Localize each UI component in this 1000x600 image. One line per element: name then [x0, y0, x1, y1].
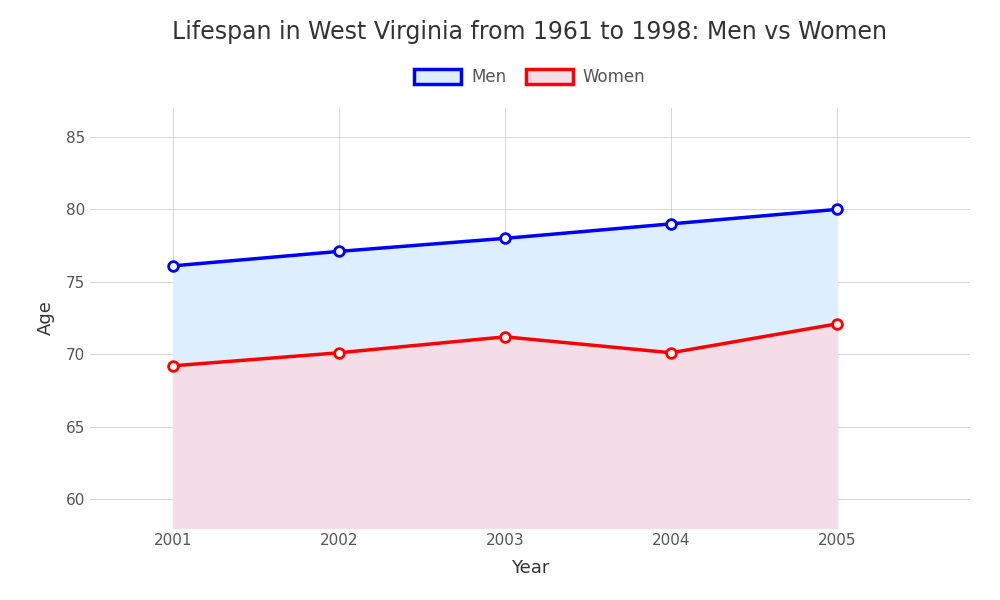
X-axis label: Year: Year [511, 559, 549, 577]
Y-axis label: Age: Age [37, 301, 55, 335]
Legend: Men, Women: Men, Women [408, 62, 652, 93]
Title: Lifespan in West Virginia from 1961 to 1998: Men vs Women: Lifespan in West Virginia from 1961 to 1… [173, 20, 888, 44]
